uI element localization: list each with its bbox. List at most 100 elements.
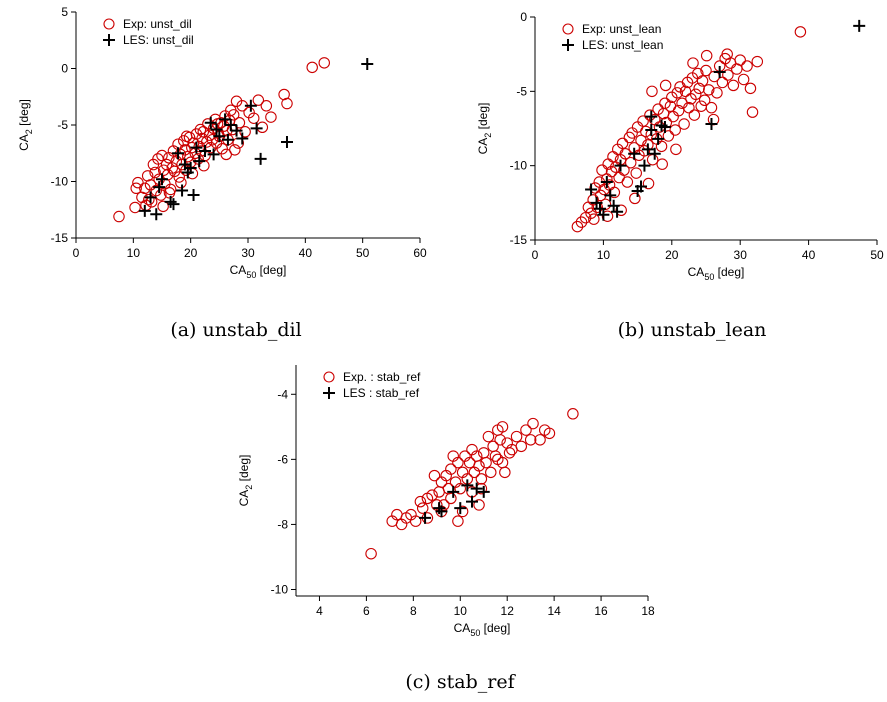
- data-point: [280, 135, 293, 148]
- data-point: [588, 213, 600, 225]
- data-point: [230, 124, 243, 137]
- data-point: [659, 97, 671, 109]
- data-point: [143, 193, 155, 206]
- data-point: [670, 143, 682, 156]
- y-tick-label: -10: [510, 159, 528, 173]
- data-point: [216, 142, 228, 155]
- data-point: [256, 121, 269, 134]
- y-tick-label: -5: [57, 118, 68, 132]
- data-point: [164, 195, 177, 208]
- data-point: [600, 176, 613, 189]
- legend-marker: [323, 371, 335, 383]
- data-point: [853, 19, 866, 32]
- x-tick-label: 50: [356, 246, 370, 260]
- data-point: [638, 159, 651, 172]
- caption-a: (a) unstab_dil: [170, 319, 302, 341]
- data-point: [129, 201, 141, 214]
- data-point: [687, 57, 699, 69]
- data-point: [193, 155, 206, 168]
- data-point: [734, 54, 746, 66]
- y-tick-label: -6: [277, 452, 288, 466]
- data-point: [365, 547, 377, 560]
- data-point: [669, 124, 681, 136]
- data-point: [461, 479, 474, 492]
- data-point: [144, 191, 157, 204]
- data-point: [794, 26, 807, 38]
- data-point: [260, 100, 273, 112]
- data-point: [713, 66, 726, 79]
- data-point: [716, 76, 729, 89]
- data-point: [658, 121, 671, 134]
- data-point: [611, 205, 624, 218]
- data-point: [705, 101, 718, 114]
- data-point: [616, 137, 629, 150]
- data-point: [445, 463, 457, 475]
- data-point: [700, 64, 712, 77]
- x-axis-title: CA50 [deg]: [454, 621, 511, 638]
- data-point: [176, 184, 189, 197]
- data-point: [156, 173, 168, 186]
- data-point: [252, 94, 265, 106]
- series-les: [585, 19, 866, 221]
- data-point: [452, 515, 464, 527]
- x-tick-label: 12: [501, 604, 515, 618]
- data-point: [751, 55, 764, 68]
- x-tick-label: 18: [641, 604, 655, 618]
- legend-label: Exp. : stab_ref: [343, 370, 421, 384]
- data-point: [597, 208, 610, 221]
- data-point: [113, 210, 125, 223]
- data-point: [224, 119, 237, 131]
- data-point: [744, 82, 757, 95]
- y-tick-label: 0: [61, 62, 68, 76]
- data-point: [515, 440, 528, 453]
- data-point: [184, 161, 197, 174]
- data-point: [646, 153, 659, 166]
- data-point: [179, 144, 191, 156]
- data-point: [247, 112, 260, 124]
- legend: Exp: unst_dil LES: unst_dil: [103, 17, 194, 47]
- data-point: [527, 417, 539, 430]
- data-point: [646, 85, 658, 98]
- x-tick-label: 10: [597, 248, 611, 262]
- data-point: [153, 181, 166, 194]
- legend-label: LES: unst_lean: [582, 38, 663, 52]
- series-les: [138, 57, 374, 221]
- series-les: [419, 479, 490, 524]
- data-point: [233, 116, 246, 129]
- data-point: [482, 430, 495, 443]
- data-point: [190, 141, 203, 154]
- x-axis-title: CA50 [deg]: [688, 265, 745, 282]
- data-point: [659, 79, 672, 92]
- legend-marker: [103, 34, 115, 46]
- data-point: [194, 123, 207, 136]
- chart-c: 4 6 8 10 12 14 16 18 -10 -8 -6 -4 CA50 [deg] CA2 [deg…: [237, 365, 655, 638]
- data-point: [250, 122, 263, 135]
- data-point: [693, 82, 705, 95]
- data-point: [543, 427, 556, 440]
- data-point: [534, 434, 546, 446]
- data-point: [447, 485, 460, 498]
- data-point: [727, 79, 740, 92]
- data-point: [204, 116, 217, 129]
- data-point: [227, 109, 240, 121]
- data-point: [696, 75, 709, 87]
- data-point: [152, 153, 164, 165]
- data-point: [524, 434, 537, 446]
- data-point: [589, 182, 601, 194]
- data-point: [139, 182, 151, 195]
- data-point: [510, 430, 523, 443]
- data-point: [662, 130, 675, 142]
- data-point: [571, 220, 584, 233]
- data-point: [157, 200, 169, 213]
- x-tick-label: 20: [184, 246, 198, 260]
- data-point: [625, 156, 637, 169]
- data-point: [604, 189, 617, 202]
- y-axis-title: CA2 [deg]: [237, 455, 254, 507]
- y-tick-label: -8: [277, 517, 288, 531]
- data-point: [473, 499, 485, 511]
- legend-label: Exp: unst_dil: [123, 17, 192, 31]
- legend-marker: [323, 387, 335, 399]
- x-tick-label: 50: [870, 248, 884, 262]
- data-point: [648, 147, 661, 160]
- y-tick-label: -10: [271, 582, 289, 596]
